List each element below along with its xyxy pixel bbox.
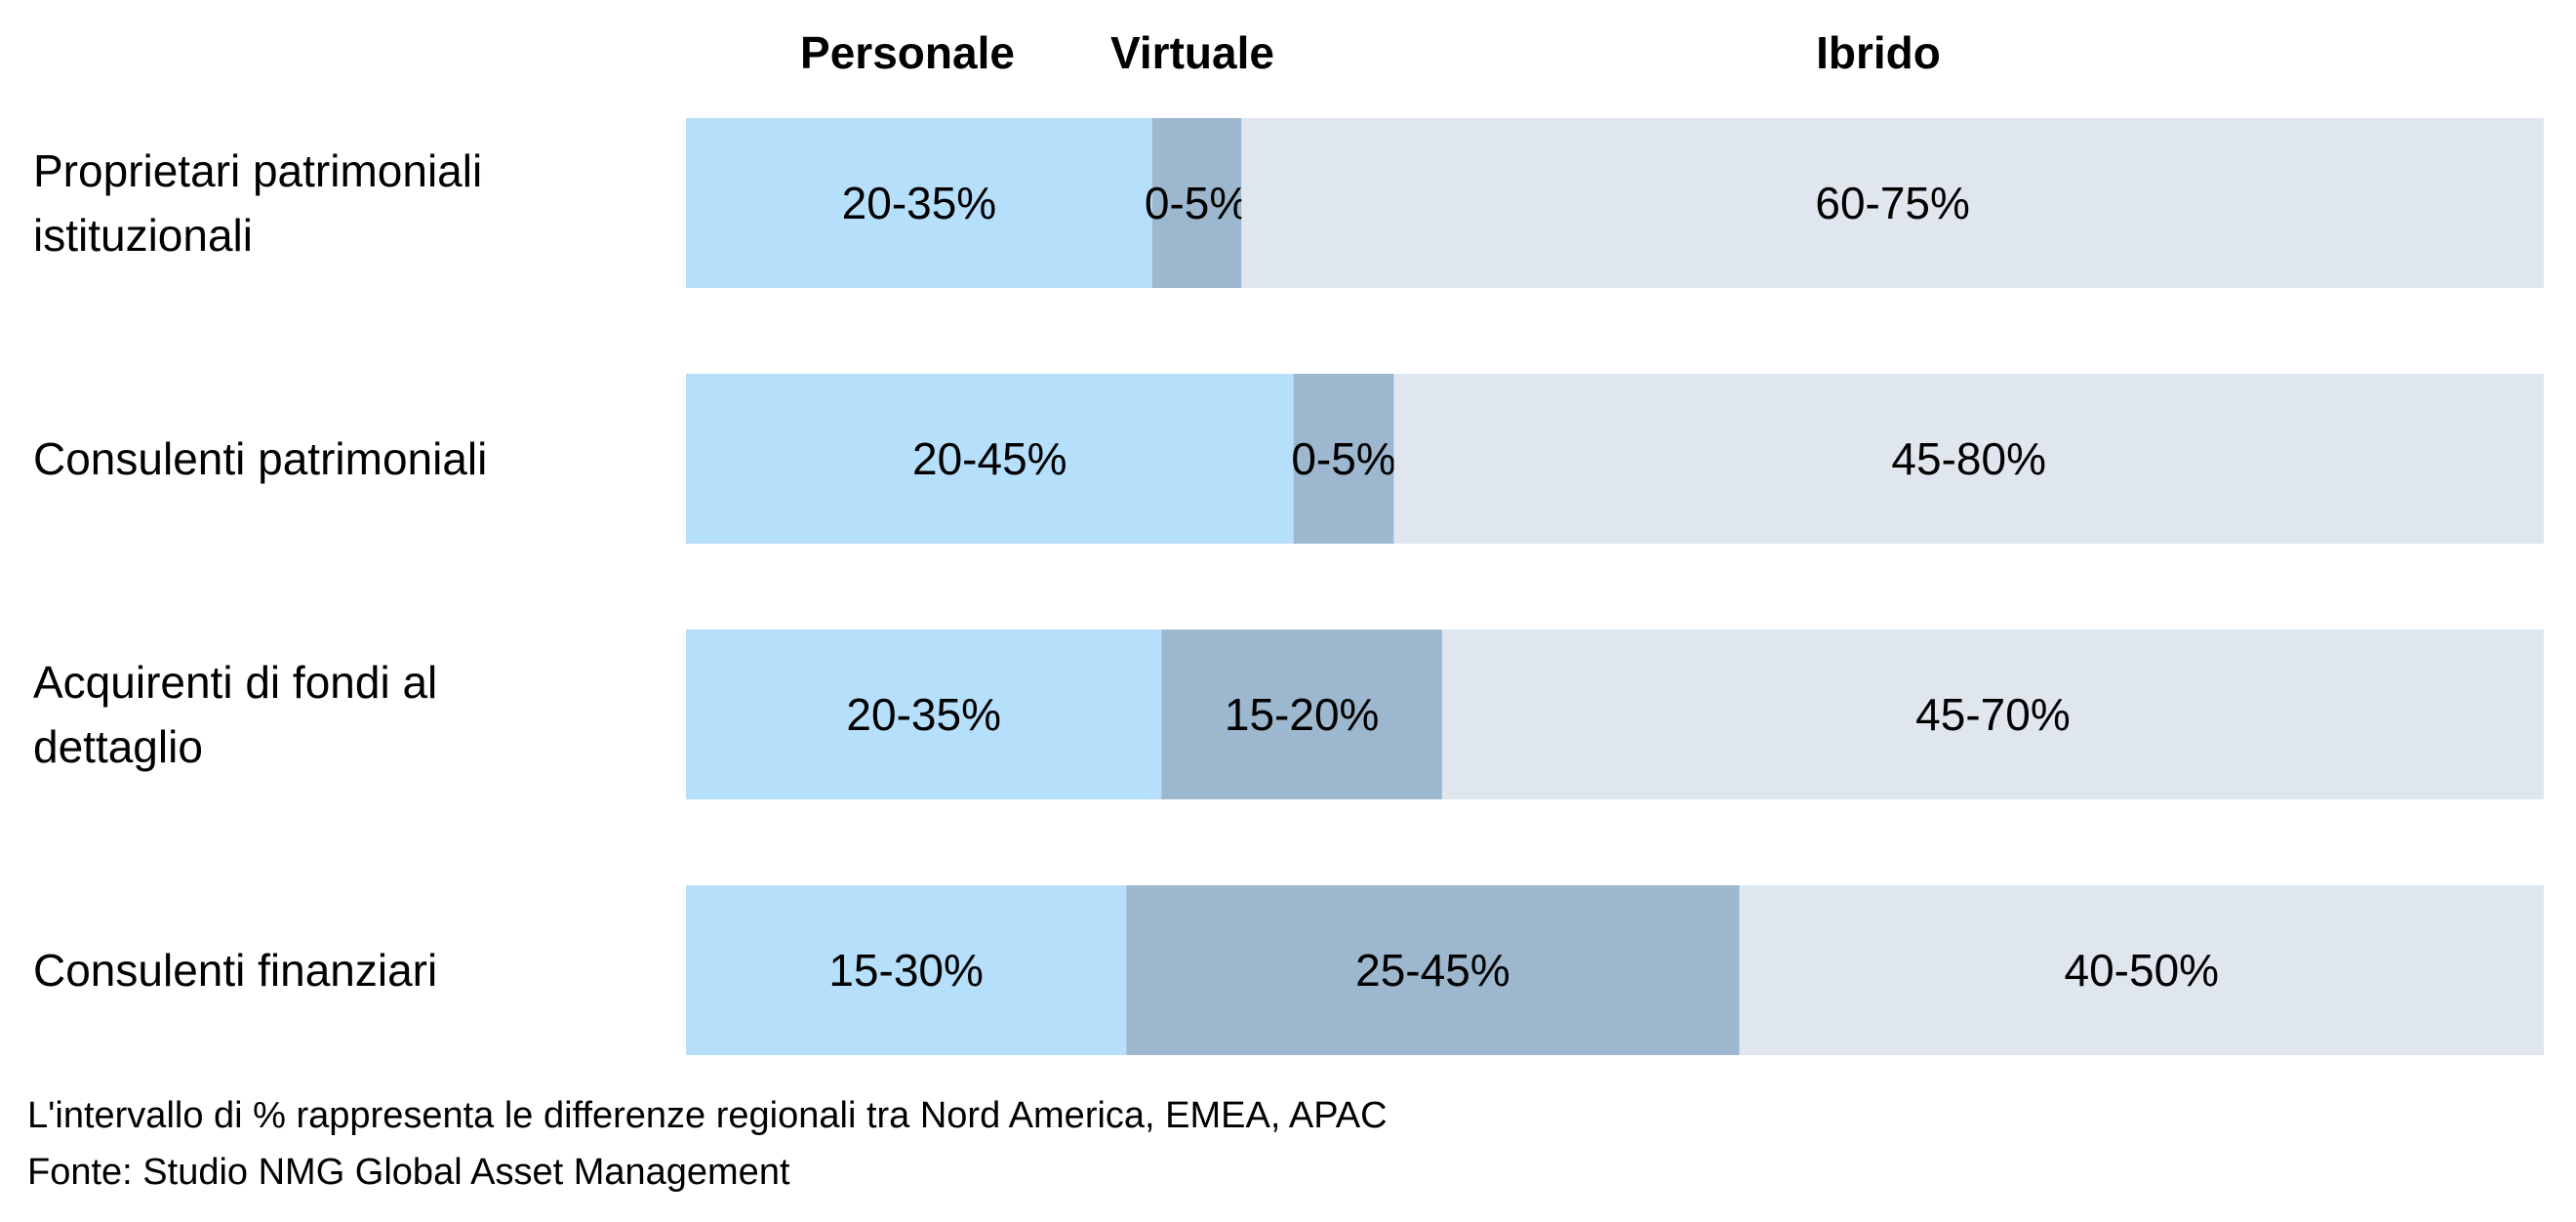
data-label-1-personale: 20-35%: [842, 178, 997, 228]
source-note: Fonte: Studio NMG Global Asset Managemen…: [27, 1152, 790, 1193]
footnote: L'intervallo di % rappresenta le differe…: [27, 1095, 1388, 1136]
bar-segment-3-ibrido: [1441, 630, 2544, 799]
data-label-4-ibrido: 40-50%: [2065, 945, 2220, 996]
data-label-2-ibrido: 45-80%: [1891, 433, 2046, 484]
column-header-personale: Personale: [800, 27, 1015, 78]
bar-segment-1-personale: [686, 118, 1152, 288]
row-label-4-line-1: Consulenti finanziari: [33, 945, 437, 996]
row-label-1-line-1: Proprietari patrimoniali: [33, 145, 482, 196]
bar-segment-4-ibrido: [1739, 885, 2544, 1055]
row-label-1-line-2: istituzionali: [33, 210, 253, 261]
bar-segment-4-virtuale: [1126, 885, 1740, 1055]
bar-segment-3-personale: [686, 630, 1162, 799]
data-label-1-ibrido: 60-75%: [1815, 178, 1970, 228]
row-label-3-line-1: Acquirenti di fondi al: [33, 657, 437, 708]
row-label-2-line-1: Consulenti patrimoniali: [33, 433, 487, 484]
column-header-ibrido: Ibrido: [1816, 27, 1941, 78]
bar-segment-1-virtuale: [1151, 118, 1242, 288]
bar-segment-2-personale: [686, 374, 1294, 544]
bar-segment-2-ibrido: [1393, 374, 2544, 544]
bar-segment-4-personale: [686, 885, 1127, 1055]
bar-segment-2-virtuale: [1293, 374, 1394, 544]
data-label-4-virtuale: 25-45%: [1355, 945, 1510, 996]
data-label-3-ibrido: 45-70%: [1915, 689, 2071, 740]
data-label-1-virtuale: 0-5%: [1145, 178, 1249, 228]
data-label-2-personale: 20-45%: [912, 433, 1067, 484]
data-label-3-virtuale: 15-20%: [1225, 689, 1380, 740]
column-header-virtuale: Virtuale: [1110, 27, 1274, 78]
bar-segment-3-virtuale: [1161, 630, 1442, 799]
bar-segment-1-ibrido: [1241, 118, 2544, 288]
data-label-2-virtuale: 0-5%: [1291, 433, 1395, 484]
data-label-4-personale: 15-30%: [828, 945, 984, 996]
row-label-3-line-2: dettaglio: [33, 721, 203, 772]
data-label-3-personale: 20-35%: [846, 689, 1001, 740]
